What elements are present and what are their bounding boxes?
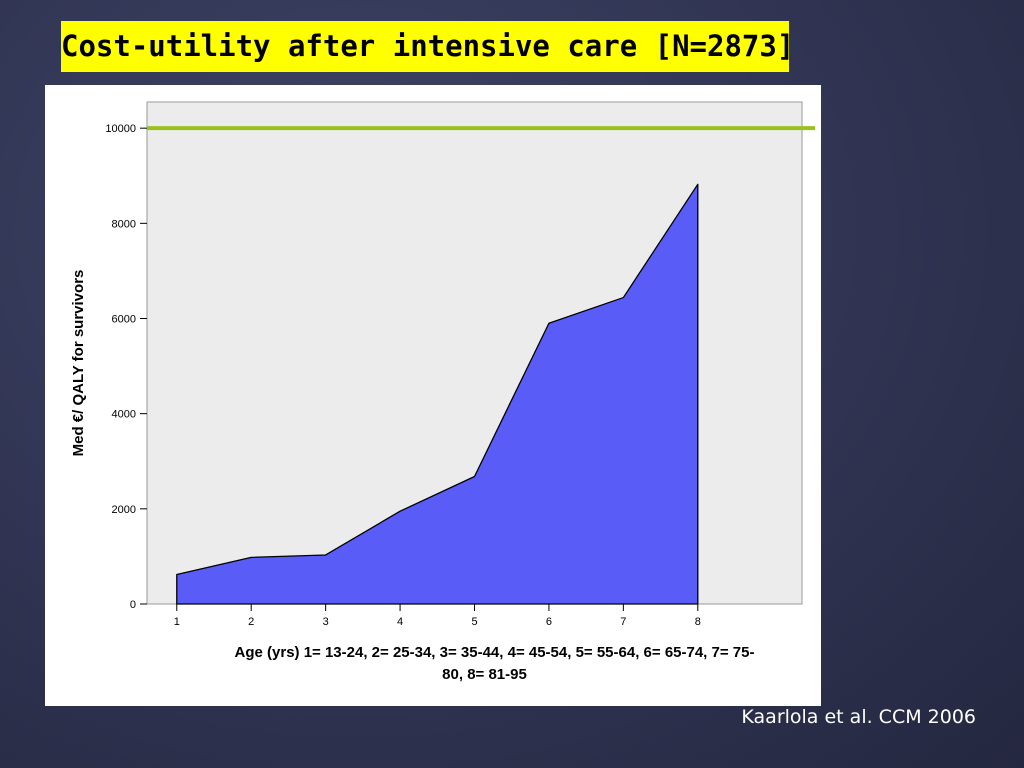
y-tick-label: 8000 — [112, 218, 136, 230]
y-tick-label: 6000 — [112, 314, 136, 326]
tick-group: 0 2000 4000 6000 8000 10000 1 2 3 4 5 6 7 8 — [105, 123, 700, 628]
x-tick-label: 1 — [174, 616, 180, 628]
y-axis-label: Med €/ QALY for survivors — [70, 270, 87, 457]
x-tick-label: 2 — [248, 616, 254, 628]
area-series — [176, 183, 699, 605]
slide-title: Cost-utility after intensive care [N=287… — [61, 21, 794, 72]
x-tick-label: 6 — [546, 616, 552, 628]
chart-panel: 0 2000 4000 6000 8000 10000 1 2 3 4 5 6 7 8 Med €/ QA… — [45, 85, 821, 706]
x-tick-label: 5 — [471, 616, 477, 628]
area-chart: 0 2000 4000 6000 8000 10000 1 2 3 4 5 6 7 8 Med €/ QA… — [70, 101, 815, 683]
y-tick-label: 0 — [130, 599, 136, 611]
x-axis-label-line-1: Age (yrs) 1= 13-24, 2= 25-34, 3= 35-44, … — [235, 644, 755, 661]
x-axis-label-line-2: 80, 8= 81-95 — [442, 666, 527, 683]
y-tick-label: 2000 — [112, 504, 136, 516]
x-tick-label: 3 — [323, 616, 329, 628]
citation: Kaarlola et al. CCM 2006 — [741, 706, 976, 728]
y-tick-label: 4000 — [112, 409, 136, 421]
x-tick-label: 7 — [620, 616, 626, 628]
y-tick-label: 10000 — [105, 123, 136, 135]
x-tick-label: 4 — [397, 616, 403, 628]
x-tick-label: 8 — [695, 616, 701, 628]
